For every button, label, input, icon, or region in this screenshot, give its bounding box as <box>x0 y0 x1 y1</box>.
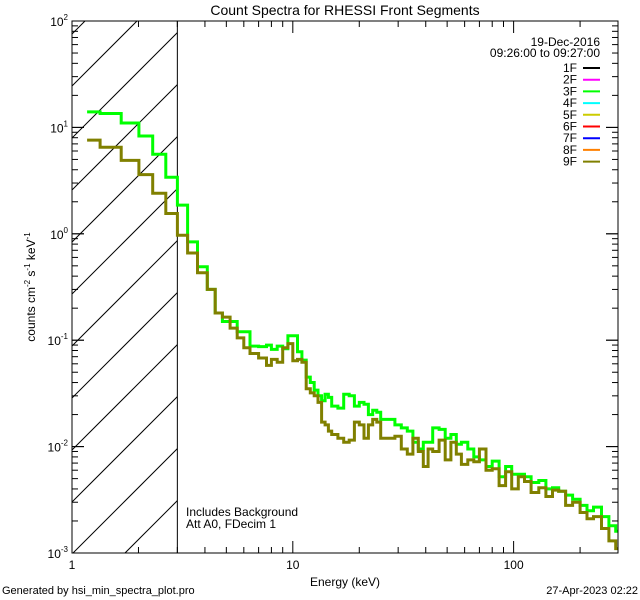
date-label: 19-Dec-2016 <box>531 35 601 49</box>
legend-label-7F: 7F <box>563 131 577 145</box>
x-tick-label: 10 <box>286 558 300 572</box>
y-tick-label: 10-1 <box>48 332 69 348</box>
axes: 1 10 100 10-3 10-2 10-1 100 101 102 <box>48 13 619 572</box>
x-tick-label: 1 <box>69 558 76 572</box>
hatch-line <box>124 500 178 554</box>
y-tick-label: 102 <box>50 13 68 29</box>
hatch-line <box>71 188 178 295</box>
time-range-label: 09:26:00 to 09:27:00 <box>490 46 600 60</box>
excluded-energy-hatch <box>71 20 178 554</box>
legend-label-9F: 9F <box>563 155 577 169</box>
series-line-3F <box>87 110 618 533</box>
y-axis-label: counts cm-2 s-1 keV-1 <box>23 232 38 342</box>
x-tick-label: 100 <box>504 558 524 572</box>
footer-generated-by: Generated by hsi_min_spectra_plot.pro <box>2 585 195 597</box>
legend-label-1F: 1F <box>563 61 577 75</box>
series-line-9F <box>87 138 618 551</box>
plot-frame <box>71 20 619 554</box>
hatch-line <box>71 32 178 139</box>
hatch-line <box>71 20 86 35</box>
hatch-line <box>71 292 178 399</box>
y-tick-label: 10-2 <box>48 439 69 455</box>
hatch-line <box>71 20 138 87</box>
annotation-background: Includes Background <box>186 505 298 519</box>
hatch-line <box>71 136 178 243</box>
annotation-attenuator: Att A0, FDecim 1 <box>186 517 276 531</box>
legend-label-4F: 4F <box>563 96 577 110</box>
hatch-line <box>71 84 178 191</box>
chart-title: Count Spectra for RHESSI Front Segments <box>210 2 479 18</box>
hatch-line <box>71 396 178 503</box>
y-tick-label: 101 <box>50 119 68 135</box>
hatch-line <box>72 448 178 554</box>
legend-label-6F: 6F <box>563 120 577 134</box>
legend-label-3F: 3F <box>563 84 577 98</box>
y-tick-label: 10-3 <box>48 545 69 561</box>
hatch-line <box>71 344 178 451</box>
y-tick-label: 100 <box>50 226 68 242</box>
legend-label-5F: 5F <box>563 108 577 122</box>
footer-timestamp: 27-Apr-2023 02:22 <box>546 585 638 597</box>
series-group <box>87 110 618 551</box>
hatch-line <box>71 240 178 347</box>
legend-label-8F: 8F <box>563 143 577 157</box>
x-axis-label: Energy (keV) <box>310 575 380 589</box>
legend-label-2F: 2F <box>563 73 577 87</box>
